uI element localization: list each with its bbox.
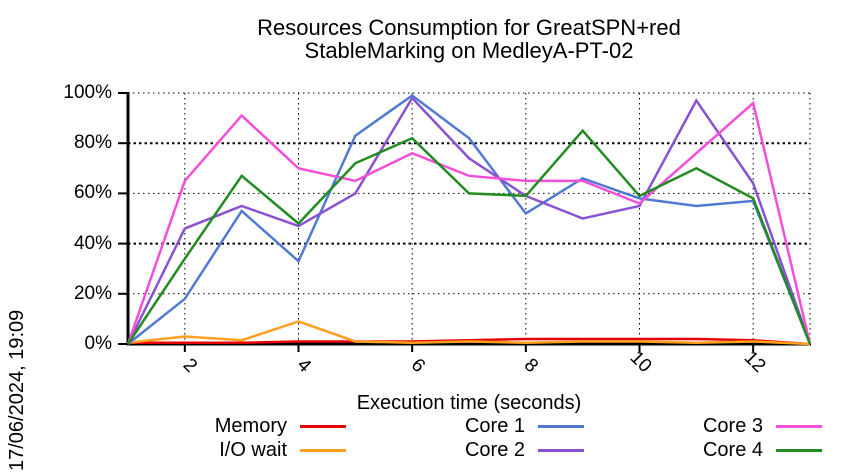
legend-item-core-2: Core 2 xyxy=(376,438,584,462)
y-tick-label-20: 20% xyxy=(73,282,112,304)
y-tick-label-0: 0% xyxy=(84,333,112,354)
y-tick-label-60: 60% xyxy=(73,182,112,204)
legend-label-core-2: Core 2 xyxy=(464,439,525,461)
legend-item-i-o-wait: I/O wait xyxy=(138,438,346,462)
y-tick-label-80: 80% xyxy=(73,132,112,154)
legend-item-core-1: Core 1 xyxy=(376,414,584,438)
legend-color-line-core-3 xyxy=(776,424,822,428)
legend-color-line-core-1 xyxy=(538,424,584,428)
legend-label-memory: Memory xyxy=(214,415,287,437)
series-line-i-o-wait xyxy=(127,320,811,346)
y-tick-label-100: 100% xyxy=(63,82,112,103)
legend-item-core-3: Core 3 xyxy=(614,414,822,438)
legend-item-memory: Memory xyxy=(138,414,346,438)
legend-color-line-core-2 xyxy=(538,448,584,452)
legend-label-core-3: Core 3 xyxy=(702,415,763,437)
chart-title-line1: Resources Consumption for GreatSPN+red xyxy=(257,15,681,40)
legend-item-core-4: Core 4 xyxy=(614,438,822,462)
x-axis-label: Execution time (seconds) xyxy=(356,392,582,414)
legend: Memory I/O wait Core 1 Core 2 Core 3 Core 4 xyxy=(138,414,822,462)
series-line-core-4 xyxy=(126,128,812,345)
chart-title-line2: StableMarking on MedleyA-PT-02 xyxy=(304,38,634,63)
legend-label-core-4: Core 4 xyxy=(702,439,763,461)
legend-color-line-i-o-wait xyxy=(300,448,346,452)
chart-title: Resources Consumption for GreatSPN+red S… xyxy=(128,16,810,62)
series-line-core-3 xyxy=(126,100,812,345)
series-line-core-2 xyxy=(126,95,812,345)
legend-label-i-o-wait: I/O wait xyxy=(219,439,287,461)
legend-color-line-core-4 xyxy=(776,448,822,452)
series-line-memory xyxy=(128,337,811,346)
legend-label-core-1: Core 1 xyxy=(464,415,525,437)
series-line-core-1 xyxy=(127,93,812,345)
legend-color-line-memory xyxy=(300,424,346,428)
y-tick-label-40: 40% xyxy=(73,232,112,254)
